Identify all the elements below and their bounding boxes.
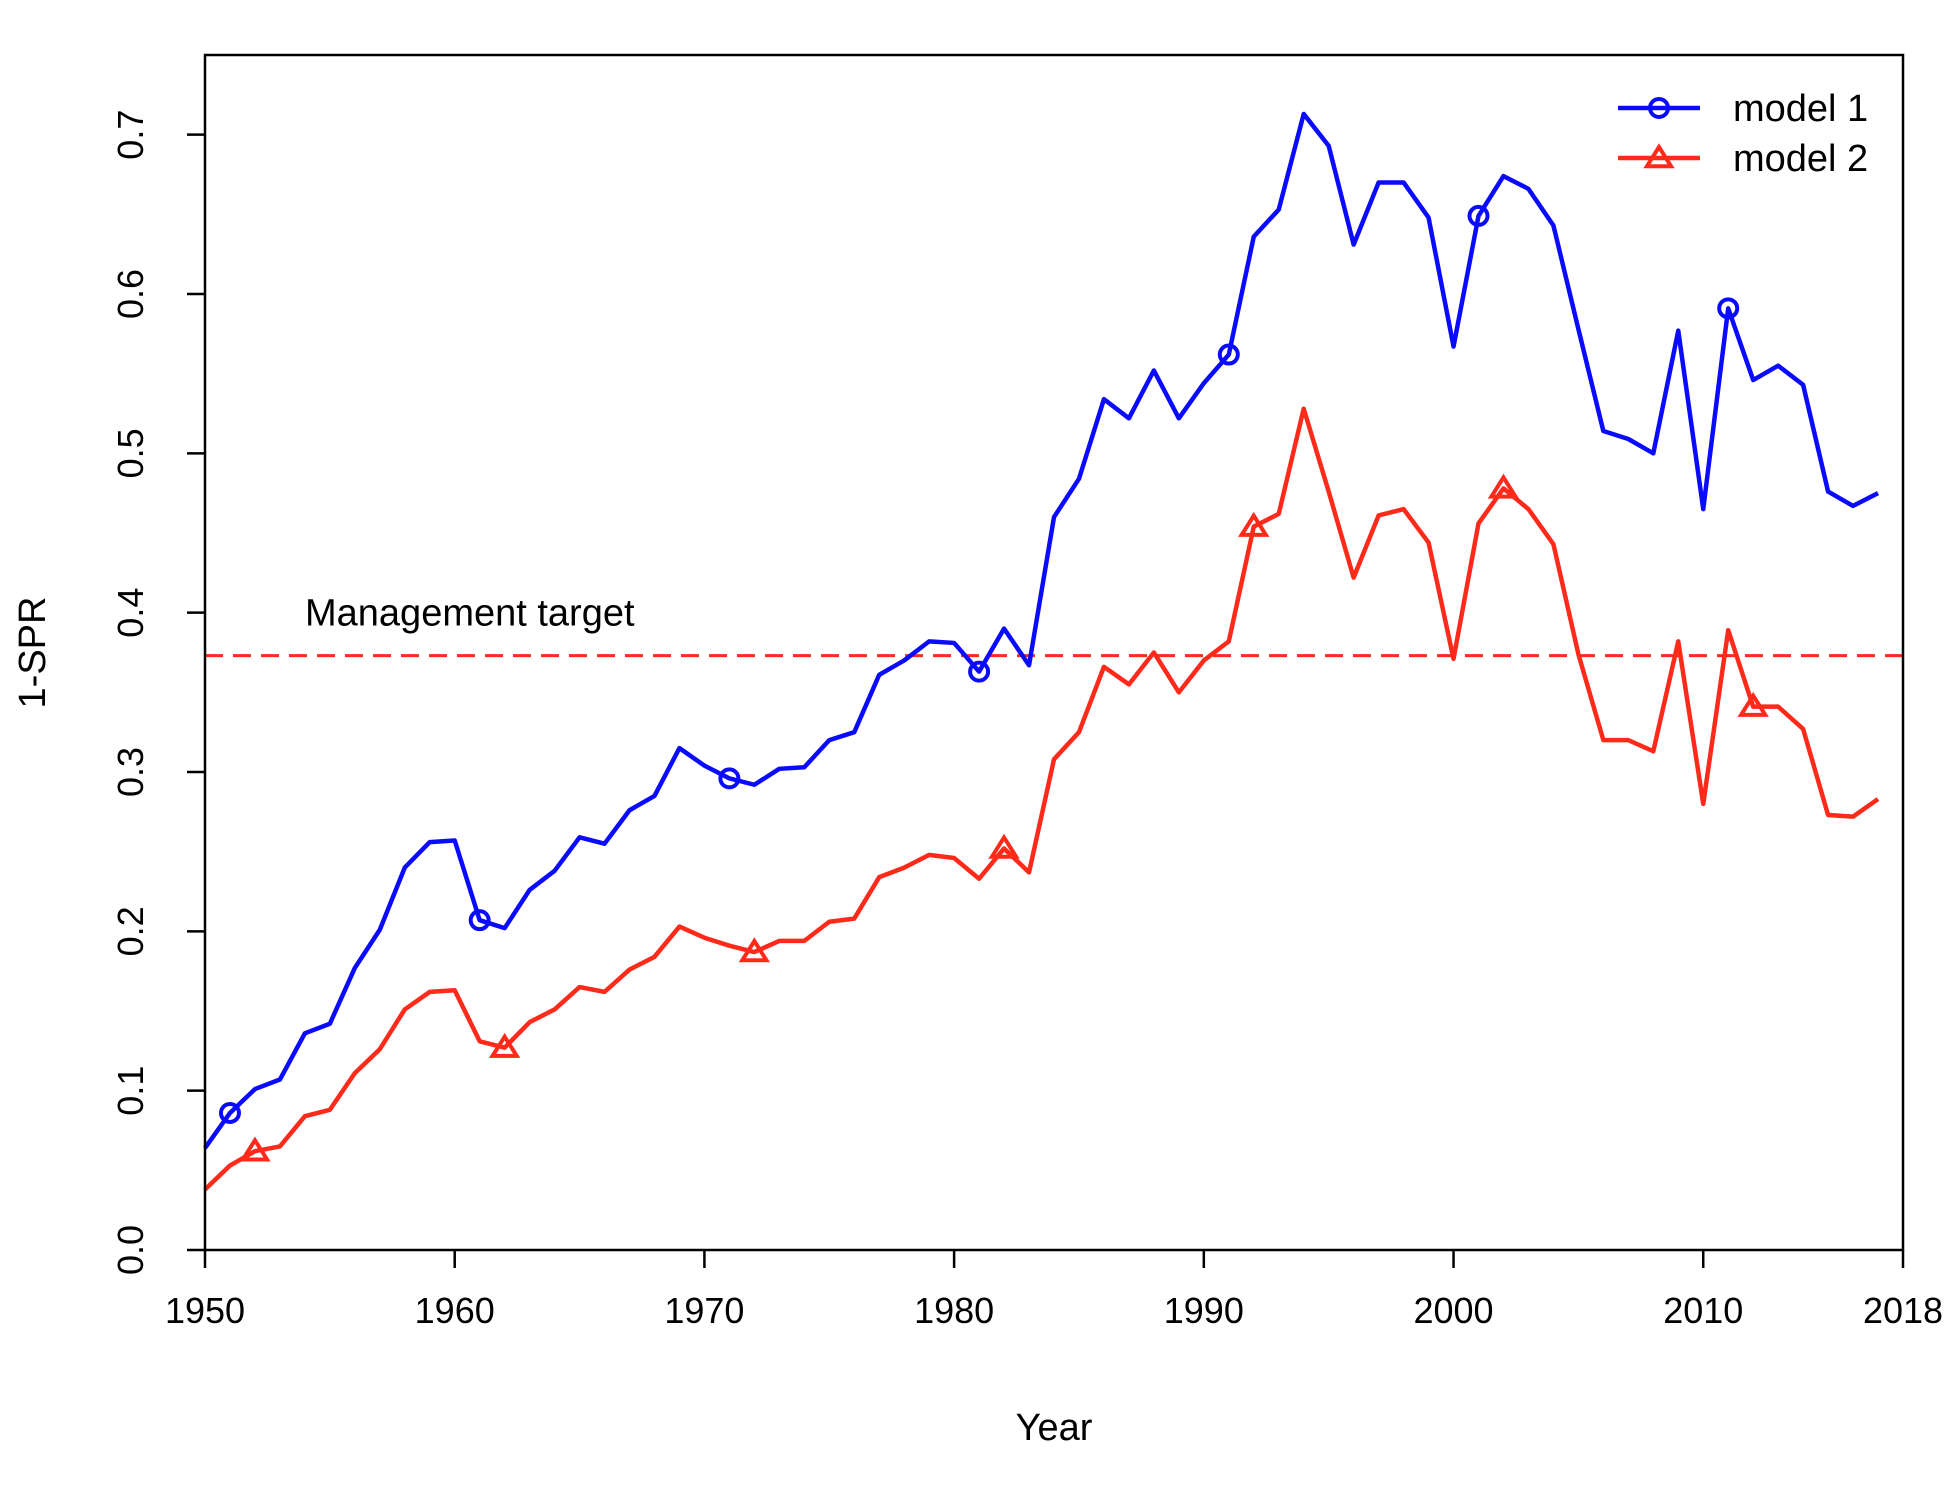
legend-series-1-swatch-marker	[1648, 97, 1670, 119]
x-tick-label: 1970	[664, 1290, 744, 1331]
series-1-marker	[1717, 297, 1740, 320]
series-1-marker	[968, 660, 991, 683]
series-2-marker	[1487, 473, 1520, 499]
series-2-marker	[988, 833, 1020, 859]
y-axis-label: 1-SPR	[12, 597, 54, 709]
series-1-marker	[468, 909, 491, 932]
series-1-line	[203, 111, 1880, 1150]
x-tick-label: 2018	[1863, 1290, 1943, 1331]
y-tick-label: 0.3	[110, 747, 151, 797]
series-2-line	[203, 406, 1880, 1192]
legend-series-2-swatch-marker	[1643, 143, 1675, 169]
plot-frame	[203, 53, 1905, 1252]
y-tick-label: 0.7	[110, 110, 151, 160]
y-tick-label: 0.1	[110, 1066, 151, 1116]
series-1-marker	[1467, 204, 1490, 227]
legend-series-1-label: model 1	[1733, 88, 1868, 130]
legend: model 1 model 2	[1618, 88, 1868, 180]
series-2-marker	[1737, 691, 1769, 717]
y-tick-label: 0.0	[110, 1225, 151, 1275]
x-tick-label: 1960	[415, 1290, 495, 1331]
series-1-marker	[218, 1101, 241, 1124]
axis-layer: 1950 1960 1970 1980 1990 2000 2010 2018 0.0 0.1 0.…	[110, 110, 1943, 1331]
x-tick-label: 1950	[165, 1290, 245, 1331]
series-2-marker	[1238, 511, 1270, 537]
x-tick-label: 1980	[914, 1290, 994, 1331]
management-target-label: Management target	[305, 593, 635, 635]
series-2-marker	[738, 937, 771, 963]
y-tick-label: 0.6	[110, 269, 151, 319]
series-2-marker	[488, 1032, 521, 1058]
series-layer	[203, 111, 1880, 1192]
x-tick-label: 2010	[1663, 1290, 1743, 1331]
x-tick-label: 1990	[1164, 1290, 1244, 1331]
x-tick-label: 2000	[1413, 1290, 1493, 1331]
y-tick-label: 0.5	[110, 428, 151, 478]
series-2-marker	[239, 1136, 271, 1162]
series-1-marker	[1217, 343, 1240, 366]
y-tick-label: 0.2	[110, 906, 151, 956]
series-1-marker	[718, 767, 741, 790]
x-axis-label: Year	[1016, 1407, 1093, 1449]
legend-series-2-label: model 2	[1733, 138, 1868, 180]
y-tick-label: 0.4	[110, 588, 151, 638]
